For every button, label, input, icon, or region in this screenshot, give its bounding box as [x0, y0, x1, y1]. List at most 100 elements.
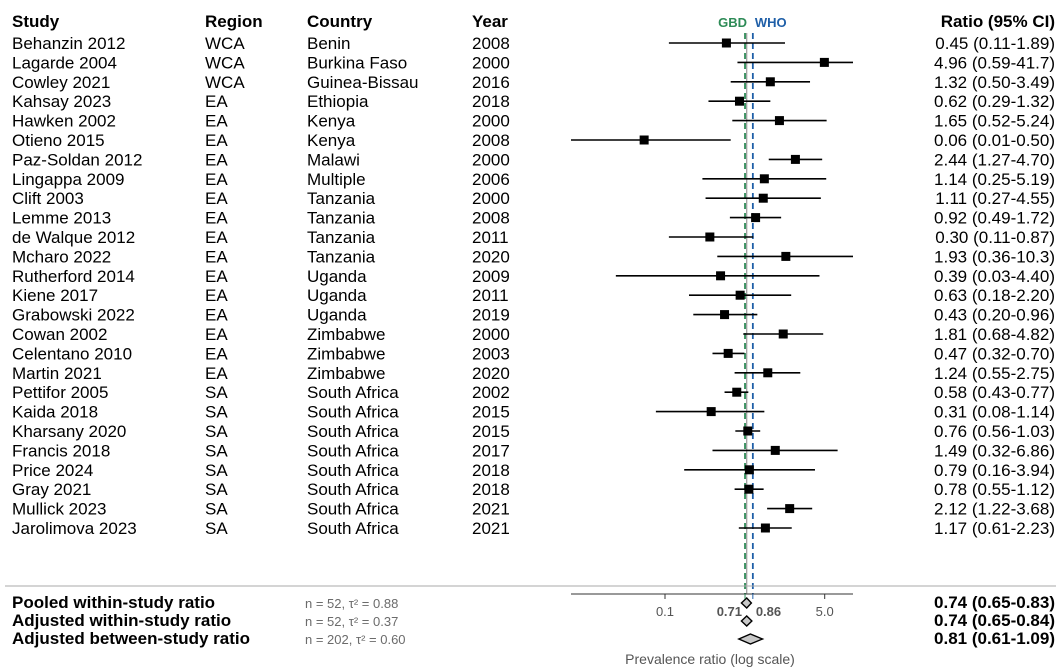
study-ratio: 0.43 (0.20-0.96) — [934, 306, 1055, 325]
column-headers: Study Region Country Year Ratio (95% CI) — [12, 12, 1055, 31]
point-estimate — [732, 387, 742, 397]
study-country: South Africa — [307, 403, 399, 422]
summary-rows: Pooled within-study ratio n = 52, τ² = 0.… — [12, 593, 1055, 648]
summary-row: Adjusted within-study ratio n = 52, τ² = … — [12, 611, 1055, 630]
study-name: Pettifor 2005 — [12, 383, 108, 402]
point-estimate — [781, 251, 791, 261]
study-ratio: 0.47 (0.32-0.70) — [934, 344, 1055, 363]
study-name: Lemme 2013 — [12, 209, 111, 228]
study-ratio: 0.63 (0.18-2.20) — [934, 286, 1055, 305]
point-estimate — [723, 348, 733, 358]
study-ratio: 1.17 (0.61-2.23) — [934, 519, 1055, 538]
summary-label: Pooled within-study ratio — [12, 593, 215, 612]
point-estimate — [639, 135, 649, 145]
study-ratio: 0.39 (0.03-4.40) — [934, 267, 1055, 286]
study-ratio: 0.76 (0.56-1.03) — [934, 422, 1055, 441]
study-region: EA — [205, 112, 228, 131]
study-country: Kenya — [307, 112, 356, 131]
reference-lines — [744, 33, 754, 594]
study-name: Celentano 2010 — [12, 344, 132, 363]
x-axis: 0.1 0.71 0.86 5.0 — [571, 593, 853, 619]
study-ratio: 1.11 (0.27-4.55) — [935, 189, 1055, 208]
study-name: Price 2024 — [12, 461, 93, 480]
summary-stats: n = 52, τ² = 0.88 — [305, 596, 398, 611]
x-tick-label: 0.86 — [756, 604, 781, 619]
study-year: 2015 — [472, 403, 510, 422]
study-country: Uganda — [307, 306, 367, 325]
summary-stats: n = 202, τ² = 0.60 — [305, 632, 406, 647]
point-estimate — [716, 271, 726, 281]
study-name: Paz-Soldan 2012 — [12, 150, 142, 169]
x-axis-label: Prevalence ratio (log scale) — [625, 651, 795, 667]
study-region: EA — [205, 286, 228, 305]
study-rows: Behanzin 2012 WCA Benin 2008 0.45 (0.11-1.89… — [12, 34, 1055, 538]
point-estimate — [774, 116, 784, 126]
study-year: 2003 — [472, 344, 510, 363]
study-ratio: 0.92 (0.49-1.72) — [934, 209, 1055, 228]
study-name: Martin 2021 — [12, 364, 102, 383]
study-year: 2000 — [472, 53, 510, 72]
study-region: WCA — [205, 53, 245, 72]
study-region: EA — [205, 150, 228, 169]
study-year: 2019 — [472, 306, 510, 325]
study-row: Gray 2021 SA South Africa 2018 0.78 (0.55-1.… — [12, 480, 1055, 499]
point-estimate — [705, 232, 715, 242]
study-ratio: 1.65 (0.52-5.24) — [934, 112, 1055, 131]
header-study: Study — [12, 12, 60, 31]
study-year: 2017 — [472, 441, 510, 460]
study-country: Tanzania — [307, 247, 376, 266]
study-name: Otieno 2015 — [12, 131, 105, 150]
study-name: Hawken 2002 — [12, 112, 116, 131]
study-row: Lingappa 2009 EA Multiple 2006 1.14 (0.25-5.… — [12, 170, 1055, 189]
study-country: Tanzania — [307, 228, 376, 247]
study-region: SA — [205, 403, 228, 422]
study-row: Rutherford 2014 EA Uganda 2009 0.39 (0.03-4.… — [12, 267, 1055, 286]
point-estimate — [770, 445, 780, 455]
point-estimate — [751, 213, 761, 223]
study-year: 2018 — [472, 480, 510, 499]
header-year: Year — [472, 12, 508, 31]
study-country: Uganda — [307, 286, 367, 305]
study-row: Kiene 2017 EA Uganda 2011 0.63 (0.18-2.20) — [12, 286, 1055, 305]
study-year: 2000 — [472, 189, 510, 208]
summary-row: Pooled within-study ratio n = 52, τ² = 0.… — [12, 593, 1055, 612]
study-ratio: 1.49 (0.32-6.86) — [934, 441, 1055, 460]
study-region: EA — [205, 170, 228, 189]
study-year: 2021 — [472, 500, 510, 519]
study-country: South Africa — [307, 461, 399, 480]
study-region: EA — [205, 92, 228, 111]
study-name: Behanzin 2012 — [12, 34, 125, 53]
study-row: Mullick 2023 SA South Africa 2021 2.12 (1.22… — [12, 500, 1055, 519]
study-year: 2018 — [472, 461, 510, 480]
study-ratio: 1.24 (0.55-2.75) — [934, 364, 1055, 383]
study-country: Burkina Faso — [307, 53, 407, 72]
study-row: Kharsany 2020 SA South Africa 2015 0.76 (0.5… — [12, 422, 1055, 441]
study-year: 2000 — [472, 325, 510, 344]
study-country: Zimbabwe — [307, 325, 385, 344]
study-year: 2020 — [472, 247, 510, 266]
study-row: Otieno 2015 EA Kenya 2008 0.06 (0.01-0.50) — [12, 131, 1055, 150]
summary-row: Adjusted between-study ratio n = 202, τ² … — [12, 629, 1055, 648]
study-region: EA — [205, 267, 228, 286]
study-name: Lingappa 2009 — [12, 170, 125, 189]
point-estimate — [735, 290, 745, 300]
study-country: Malawi — [307, 150, 360, 169]
point-estimate — [743, 426, 753, 436]
study-ratio: 0.31 (0.08-1.14) — [934, 403, 1055, 422]
study-row: Francis 2018 SA South Africa 2017 1.49 (0.32… — [12, 441, 1055, 460]
study-year: 2016 — [472, 73, 510, 92]
study-row: Clift 2003 EA Tanzania 2000 1.11 (0.27-4.55) — [12, 189, 1055, 208]
summary-diamond — [740, 597, 753, 609]
summary-ratio: 0.74 (0.65-0.84) — [934, 611, 1055, 630]
study-region: WCA — [205, 34, 245, 53]
study-name: Cowan 2002 — [12, 325, 107, 344]
study-region: EA — [205, 228, 228, 247]
study-row: Grabowski 2022 EA Uganda 2019 0.43 (0.20-0.9… — [12, 306, 1055, 325]
study-ratio: 1.93 (0.36-10.3) — [934, 247, 1055, 266]
reference-label-who: WHO — [755, 15, 787, 30]
study-country: Benin — [307, 34, 350, 53]
study-row: Behanzin 2012 WCA Benin 2008 0.45 (0.11-1.89… — [12, 34, 1055, 53]
study-name: Gray 2021 — [12, 480, 91, 499]
study-country: Zimbabwe — [307, 344, 385, 363]
